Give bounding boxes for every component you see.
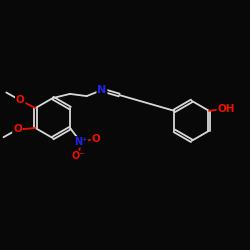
Text: OH: OH [218, 104, 235, 114]
Text: N⁺: N⁺ [74, 137, 87, 147]
Text: O: O [13, 124, 22, 134]
Text: O⁻: O⁻ [72, 152, 85, 162]
Text: O: O [92, 134, 100, 143]
Text: O: O [16, 95, 24, 105]
Text: N: N [97, 85, 106, 95]
